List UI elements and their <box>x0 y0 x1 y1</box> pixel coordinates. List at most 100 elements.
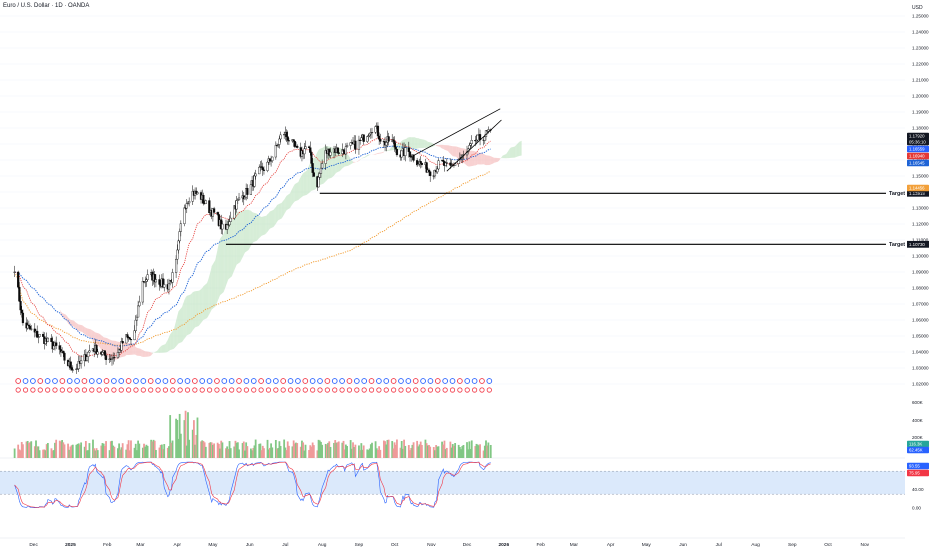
candle-body <box>113 357 116 359</box>
cloud-segment <box>49 279 51 287</box>
economic-events-row[interactable] <box>15 378 493 393</box>
cloud-segment <box>108 338 110 359</box>
volume-bar <box>45 444 48 458</box>
candle-body <box>271 156 274 161</box>
candle-body <box>85 356 89 361</box>
cloud-segment <box>440 144 443 149</box>
cloud-segment <box>508 148 510 159</box>
cloud-segment <box>58 307 60 310</box>
volume-bar <box>337 441 340 458</box>
event-marker <box>236 378 242 384</box>
volume-bar <box>188 439 191 458</box>
cloud-segment <box>94 331 96 345</box>
volume-bar <box>435 445 438 458</box>
time-axis[interactable]: Dec 2025 Feb Mar Apr May Jun Jul Aug Sep Oct Nov Dec… <box>0 537 905 548</box>
event-marker <box>81 387 88 393</box>
candle-body <box>133 330 136 341</box>
cloud-segment <box>515 144 517 158</box>
candle-body <box>216 212 219 215</box>
volume-bar <box>259 443 262 458</box>
candle-body <box>52 345 55 350</box>
candle-body <box>51 341 54 350</box>
event-marker <box>59 387 65 393</box>
volume-bar <box>95 448 98 458</box>
candle-body <box>342 149 345 152</box>
event-marker <box>37 378 44 384</box>
ema-fast-line <box>14 137 491 358</box>
candle-body <box>277 144 280 146</box>
volume-bar <box>13 448 16 458</box>
event-marker <box>88 378 95 384</box>
cloud-segment <box>140 348 142 357</box>
cloud-segment <box>303 170 307 197</box>
ema-fast-path <box>14 137 491 358</box>
event-marker <box>310 387 316 393</box>
candle-body <box>278 138 281 145</box>
event-marker <box>250 378 257 384</box>
candle-body <box>154 279 158 283</box>
volume-bar <box>166 447 169 458</box>
volume-bar <box>371 442 373 458</box>
event-marker <box>214 378 220 384</box>
volume-bar <box>417 446 420 458</box>
volume-bar <box>283 439 286 458</box>
cloud-segment <box>141 349 143 357</box>
cloud-segment <box>203 283 207 320</box>
price-axis[interactable]: 1.25000 1.24000 1.23000 1.22000 1.21000 1.200… <box>912 14 929 387</box>
event-marker <box>420 387 426 393</box>
volume-bar <box>242 441 245 458</box>
cloud-segment <box>507 150 509 159</box>
cloud-segment <box>83 326 85 335</box>
event-marker <box>449 378 456 384</box>
volume-bar <box>225 448 227 458</box>
volume-bar <box>385 444 388 458</box>
cloud-segment <box>173 325 175 349</box>
candle-body <box>134 319 137 331</box>
event-marker <box>420 378 426 384</box>
cloud-segment <box>115 340 117 360</box>
volume-bar <box>177 438 180 458</box>
event-marker <box>464 378 471 384</box>
cloud-segment <box>132 343 134 355</box>
candle-body <box>283 134 286 136</box>
event-marker <box>221 387 227 393</box>
volume-bar <box>219 448 221 458</box>
cloud-segment <box>518 141 520 157</box>
volume-bar <box>391 441 394 458</box>
candle-body <box>191 191 194 202</box>
event-marker <box>133 387 139 393</box>
cloud-segment <box>153 350 158 353</box>
target-value: 1.13919 <box>909 191 925 196</box>
cloud-segment <box>408 137 411 150</box>
cloud-segment <box>292 186 294 205</box>
volume-bar <box>276 448 278 458</box>
volume-bar <box>36 446 39 458</box>
cloud-segment <box>111 340 116 360</box>
time-tick-label: May <box>208 542 218 548</box>
candle-body <box>33 328 36 333</box>
time-tick-label: Sep <box>788 542 797 548</box>
time-tick-label: Dec <box>463 542 472 548</box>
price-tick-label: 1.14000 <box>912 190 929 195</box>
event-marker <box>140 378 147 384</box>
time-tick-label: Aug <box>318 542 327 548</box>
event-marker <box>15 378 22 384</box>
cloud-segment <box>336 148 340 173</box>
volume-bar <box>329 446 332 458</box>
volume-bar <box>333 442 335 458</box>
cloud-segment <box>157 349 159 353</box>
cloud-segment <box>389 147 392 151</box>
volume-bar <box>88 443 91 458</box>
price-tag-value: 1.17920 <box>909 134 925 139</box>
time-tick-label: Jun <box>246 542 254 548</box>
cloud-segment <box>342 149 344 169</box>
volume-bar <box>263 448 265 458</box>
event-marker <box>52 387 58 393</box>
volume-bar <box>444 449 447 458</box>
cloud-segment <box>269 209 274 229</box>
volume-bar <box>359 450 362 458</box>
candle-body <box>229 217 232 222</box>
candle-body <box>369 132 372 135</box>
cloud-segment <box>166 339 168 353</box>
